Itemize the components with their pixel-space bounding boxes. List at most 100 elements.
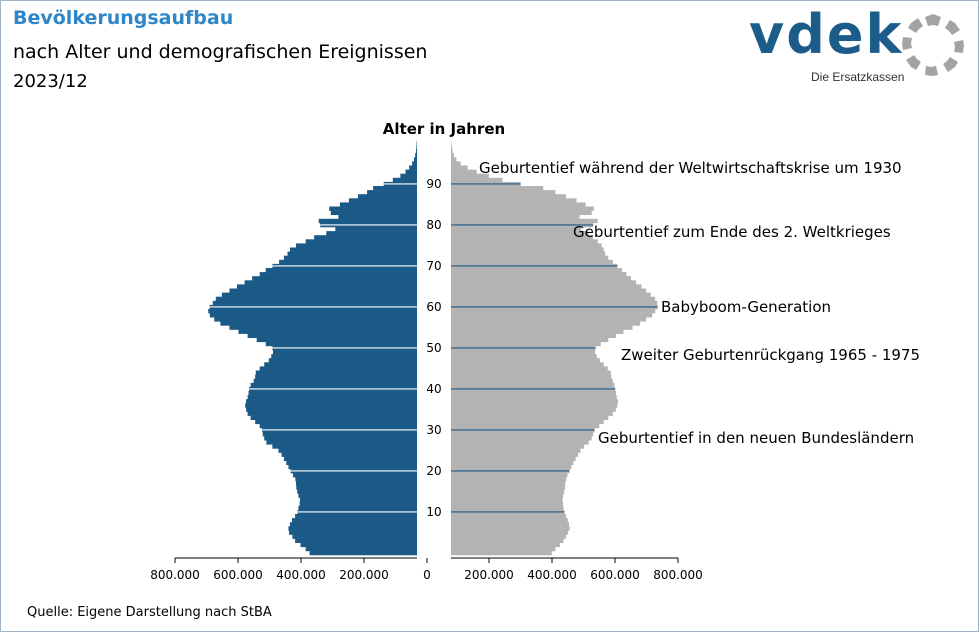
female-bar bbox=[451, 518, 568, 523]
male-bar bbox=[265, 341, 417, 347]
male-bar bbox=[248, 391, 417, 396]
female-bar bbox=[451, 231, 589, 236]
female-bar bbox=[451, 194, 566, 199]
male-bar bbox=[220, 321, 417, 326]
x-tick-label: 400.000 bbox=[527, 568, 577, 582]
female-bar bbox=[451, 190, 556, 195]
annotation-label: Geburtentief zum Ende des 2. Weltkrieges bbox=[573, 223, 891, 241]
chart-period: 2023/12 bbox=[13, 71, 88, 92]
male-bar bbox=[326, 231, 417, 236]
female-bar bbox=[451, 542, 560, 548]
female-bar bbox=[451, 210, 592, 215]
female-bar bbox=[451, 153, 455, 158]
male-bar bbox=[300, 542, 417, 548]
female-bar bbox=[451, 407, 616, 412]
female-bar bbox=[451, 415, 609, 420]
female-bar bbox=[451, 444, 585, 449]
female-bar bbox=[451, 329, 624, 334]
male-bar bbox=[255, 370, 417, 375]
female-bar bbox=[451, 370, 611, 375]
male-bar bbox=[298, 505, 417, 511]
female-bar bbox=[451, 354, 597, 359]
female-bar bbox=[451, 378, 613, 384]
male-bar bbox=[288, 526, 417, 531]
female-bar bbox=[451, 382, 615, 388]
female-bar bbox=[451, 243, 602, 248]
male-bar bbox=[252, 276, 417, 281]
male-bar bbox=[246, 399, 417, 404]
chart-title: Bevölkerungsaufbau bbox=[13, 7, 234, 29]
male-bar bbox=[244, 280, 417, 285]
source-note: Quelle: Eigene Darstellung nach StBA bbox=[27, 605, 272, 620]
male-bar bbox=[295, 538, 417, 543]
male-bar bbox=[292, 518, 417, 523]
female-bar bbox=[451, 333, 616, 338]
vdek-logo: vdek Die Ersatzkassen bbox=[749, 3, 971, 89]
male-bar bbox=[259, 423, 417, 429]
female-bar bbox=[451, 464, 572, 470]
female-bar bbox=[451, 432, 594, 437]
male-bar bbox=[247, 395, 417, 400]
female-bar bbox=[451, 317, 647, 322]
male-bar bbox=[335, 227, 417, 232]
age-tick-label: 20 bbox=[426, 464, 441, 478]
annotation-label: Zweiter Geburtenrückgang 1965 - 1975 bbox=[621, 346, 920, 364]
female-bar bbox=[451, 321, 641, 326]
female-bar bbox=[451, 526, 570, 531]
male-bar bbox=[415, 153, 417, 158]
female-bar bbox=[451, 522, 569, 527]
male-bar bbox=[314, 235, 417, 240]
female-bar bbox=[451, 247, 604, 252]
male-bar bbox=[338, 214, 417, 220]
male-bar bbox=[283, 255, 417, 261]
age-tick-label: 60 bbox=[426, 300, 441, 314]
female-bar bbox=[451, 489, 565, 494]
male-bar bbox=[279, 259, 417, 265]
male-bar bbox=[329, 206, 417, 211]
male-bar bbox=[295, 514, 417, 519]
female-bar bbox=[451, 399, 618, 404]
male-bar bbox=[237, 284, 417, 289]
male-bar bbox=[278, 448, 417, 453]
male-bar bbox=[256, 337, 417, 343]
male-bar bbox=[246, 407, 417, 412]
age-tick-label: 50 bbox=[426, 341, 441, 355]
female-bar bbox=[451, 460, 574, 466]
female-bar bbox=[451, 276, 631, 281]
female-bar bbox=[451, 550, 552, 556]
age-tick-label: 90 bbox=[426, 177, 441, 191]
male-bar bbox=[288, 464, 417, 470]
male-bar bbox=[287, 251, 417, 256]
female-bar bbox=[451, 395, 617, 400]
male-bar bbox=[305, 546, 417, 552]
male-bar bbox=[297, 489, 417, 494]
female-bar bbox=[451, 497, 563, 502]
male-bar bbox=[409, 165, 417, 170]
male-bar bbox=[259, 272, 417, 277]
female-bar bbox=[451, 161, 461, 166]
male-bar bbox=[262, 432, 417, 437]
female-bar bbox=[451, 255, 609, 261]
female-bar bbox=[451, 452, 579, 457]
female-bar bbox=[451, 239, 598, 244]
male-bar bbox=[281, 452, 417, 457]
x-tick-label: 0 bbox=[423, 568, 431, 582]
x-axis: 800.000 600.000 400.000 200.000 0 200.000 400.… bbox=[150, 557, 703, 582]
male-bar bbox=[330, 210, 417, 215]
male-bar bbox=[309, 550, 417, 556]
male-bar bbox=[413, 157, 417, 162]
center-axis-label: Alter in Jahren bbox=[383, 120, 505, 138]
female-bar bbox=[451, 403, 618, 408]
male-bar bbox=[264, 436, 417, 441]
male-bar bbox=[286, 460, 417, 466]
male-bar bbox=[292, 473, 417, 478]
age-tick-label: 80 bbox=[426, 218, 441, 232]
annotation-label: Geburtentief während der Weltwirtschafts… bbox=[479, 159, 902, 177]
male-bar bbox=[255, 419, 417, 425]
female-bar bbox=[451, 309, 656, 314]
female-bar bbox=[451, 218, 598, 224]
female-bar bbox=[451, 374, 612, 379]
annotation-label: Geburtentief in den neuen Bundesländern bbox=[598, 429, 914, 447]
male-bar bbox=[299, 501, 417, 507]
male-bar bbox=[255, 374, 417, 379]
